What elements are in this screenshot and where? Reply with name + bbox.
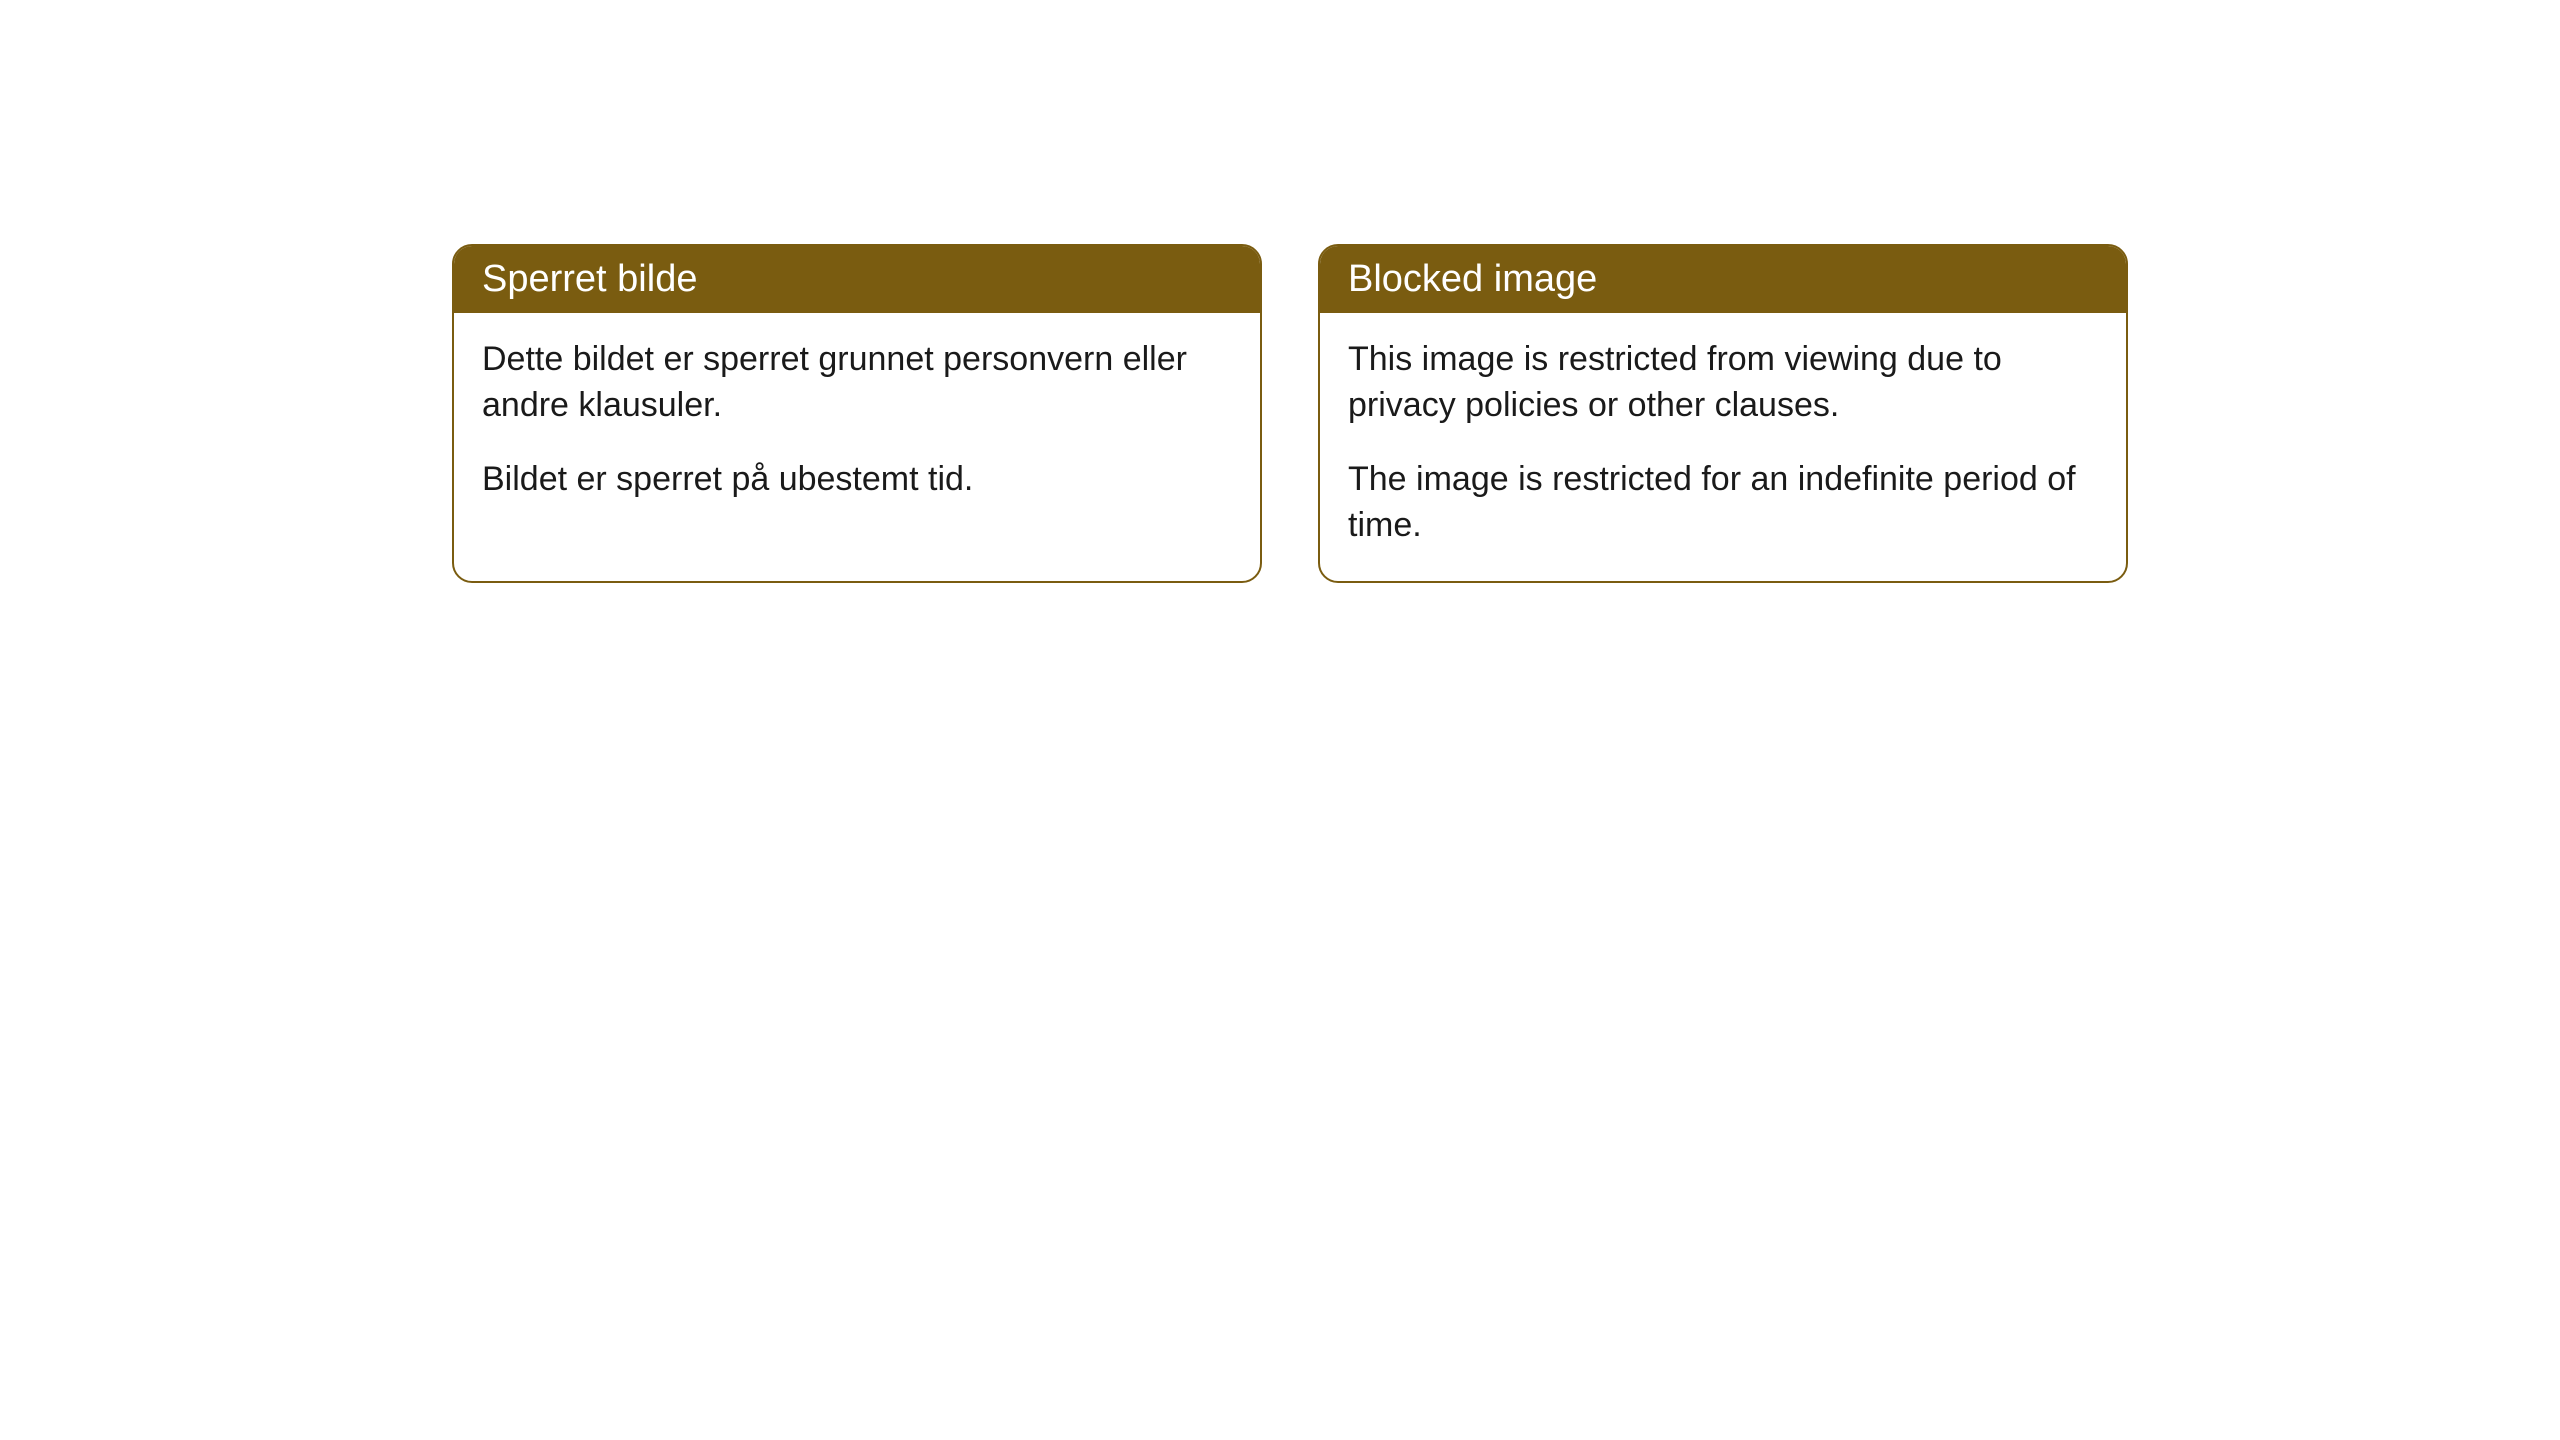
- card-paragraph: The image is restricted for an indefinit…: [1348, 457, 2098, 549]
- card-paragraph: Dette bildet er sperret grunnet personve…: [482, 337, 1232, 429]
- card-body-norwegian: Dette bildet er sperret grunnet personve…: [454, 313, 1260, 535]
- cards-container: Sperret bilde Dette bildet er sperret gr…: [452, 244, 2560, 583]
- card-title-english: Blocked image: [1348, 258, 1597, 300]
- card-paragraph: This image is restricted from viewing du…: [1348, 337, 2098, 429]
- card-body-english: This image is restricted from viewing du…: [1320, 313, 2126, 581]
- card-norwegian: Sperret bilde Dette bildet er sperret gr…: [452, 244, 1262, 583]
- card-paragraph: Bildet er sperret på ubestemt tid.: [482, 457, 1232, 503]
- card-header-english: Blocked image: [1320, 246, 2126, 313]
- card-title-norwegian: Sperret bilde: [482, 258, 697, 300]
- card-header-norwegian: Sperret bilde: [454, 246, 1260, 313]
- card-english: Blocked image This image is restricted f…: [1318, 244, 2128, 583]
